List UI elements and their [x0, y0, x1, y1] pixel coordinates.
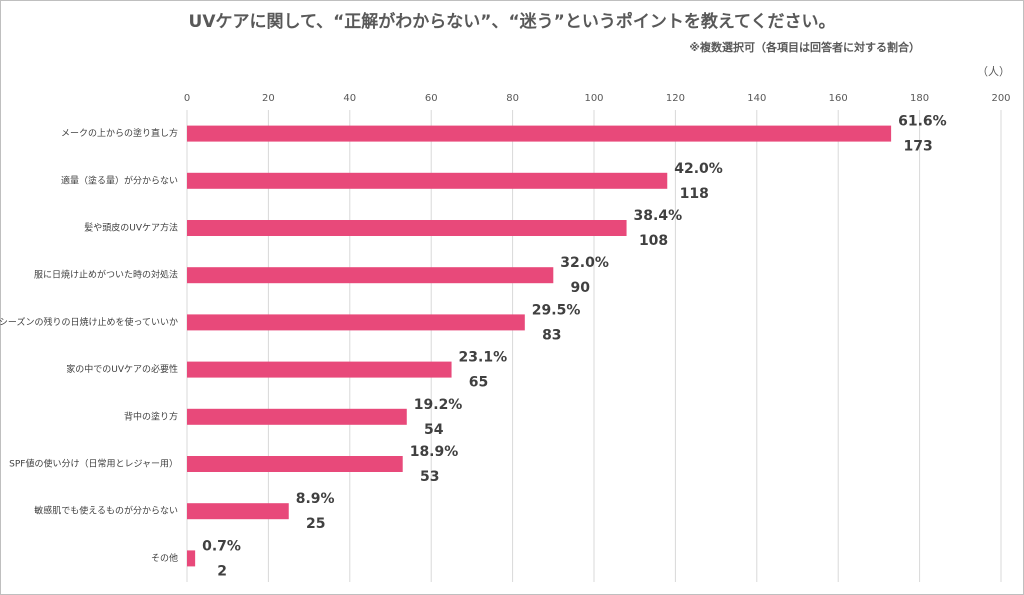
- bar: [187, 456, 403, 472]
- y-tick-label: 背中の塗り方: [124, 410, 178, 422]
- bar: [187, 314, 525, 331]
- percent-label: 29.5%: [532, 302, 581, 318]
- bar: [187, 267, 554, 284]
- percent-label: 23.1%: [459, 350, 508, 366]
- y-tick-label: SPF値の使い分け（日常用とレジャー用）: [9, 458, 178, 470]
- x-tick-label: 0: [184, 93, 190, 104]
- y-tick-label: その他: [151, 552, 178, 564]
- value-label: 2: [217, 563, 227, 579]
- percent-label: 8.9%: [296, 491, 335, 507]
- x-tick-label: 80: [506, 93, 519, 104]
- x-tick-label: 180: [910, 93, 929, 104]
- percent-label: 0.7%: [202, 538, 241, 554]
- chart-title: UVケアに関して、“正解がわからない”、“迷う”というポイントを教えてください。: [189, 11, 836, 32]
- x-tick-label: 60: [425, 93, 438, 104]
- value-label: 90: [571, 280, 591, 296]
- bar: [187, 503, 289, 520]
- percent-label: 18.9%: [410, 444, 459, 460]
- value-label: 54: [424, 422, 444, 438]
- bar: [187, 125, 892, 142]
- percent-label: 19.2%: [414, 397, 463, 413]
- value-label: 65: [469, 375, 488, 391]
- x-tick-label: 160: [829, 93, 848, 104]
- y-tick-label: 適量（塗る量）が分からない: [61, 174, 178, 186]
- percent-label: 38.4%: [634, 208, 683, 224]
- y-tick-label: 髪や頭皮のUVケア方法: [84, 222, 178, 234]
- value-label: 118: [680, 186, 709, 202]
- y-tick-label: 去シーズンの残りの日焼け止めを使っていいか: [0, 316, 178, 328]
- percent-label: 61.6%: [898, 114, 947, 130]
- percent-label: 32.0%: [560, 255, 609, 271]
- bar: [187, 550, 196, 567]
- y-tick-label: 家の中でのUVケアの必要性: [66, 363, 178, 375]
- x-tick-label: 120: [666, 93, 685, 104]
- percent-label: 42.0%: [674, 161, 723, 177]
- x-tick-label: 40: [343, 93, 356, 104]
- value-label: 108: [639, 233, 668, 249]
- y-tick-label: 敏感肌でも使えるものが分からない: [34, 505, 178, 517]
- bar: [187, 408, 407, 425]
- x-tick-label: 20: [262, 93, 275, 104]
- x-tick-label: 100: [584, 93, 603, 104]
- x-tick-label: 140: [747, 93, 766, 104]
- unit-label: （人）: [977, 65, 1010, 78]
- bar: [187, 361, 452, 378]
- value-label: 83: [542, 327, 561, 343]
- value-label: 25: [306, 516, 325, 532]
- bar: [187, 172, 668, 189]
- bar: [187, 220, 627, 236]
- y-tick-label: メークの上からの塗り直し方: [61, 127, 178, 139]
- x-tick-label: 200: [991, 93, 1010, 104]
- y-tick-label: 服に日焼け止めがついた時の対処法: [34, 269, 178, 281]
- chart-subtitle: ※複数選択可（各項目は回答者に対する割合）: [689, 40, 920, 54]
- value-label: 53: [420, 469, 439, 485]
- value-label: 173: [903, 139, 932, 155]
